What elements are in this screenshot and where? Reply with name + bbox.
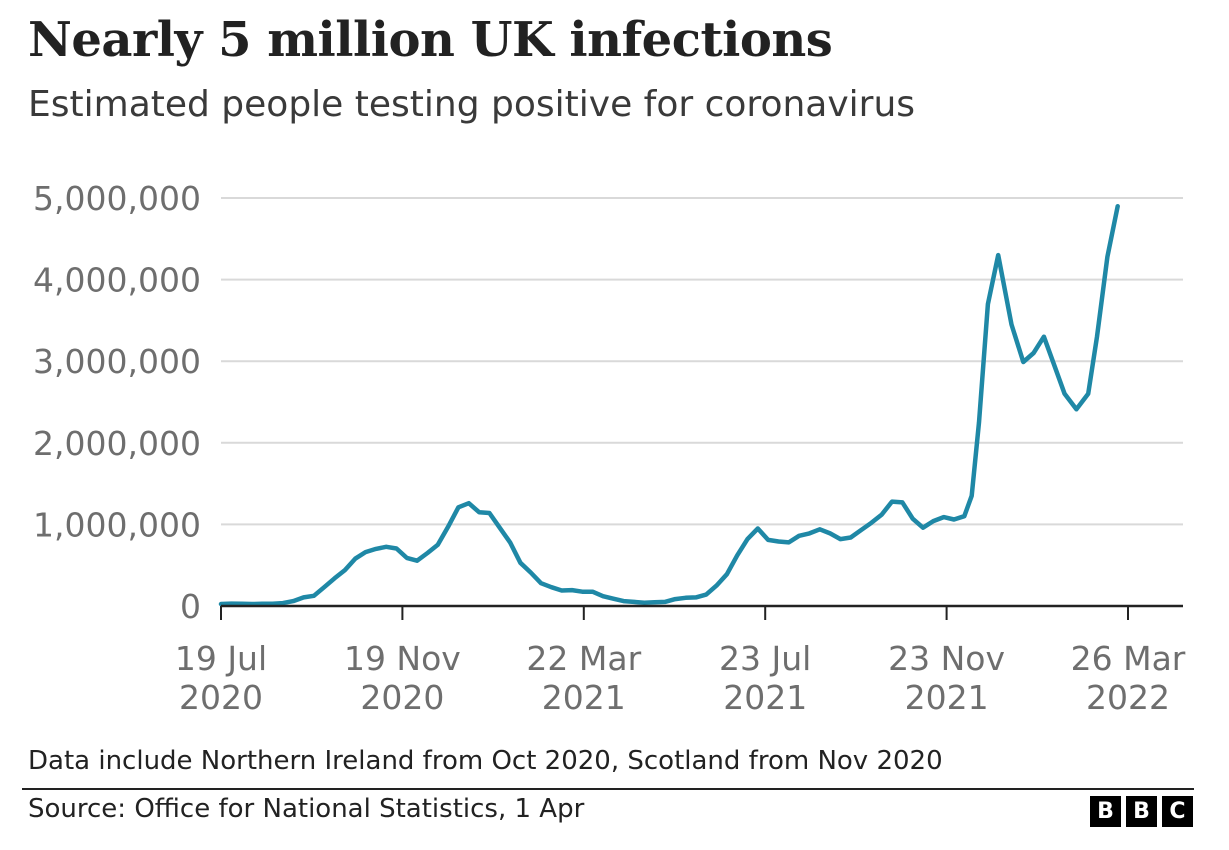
line-chart: 0 1,000,000 2,000,000 3,000,000 4,000,000 5,0…	[33, 179, 1186, 717]
data-note: Data include Northern Ireland from Oct 2…	[28, 746, 943, 776]
y-tick-label: 3,000,000	[33, 342, 201, 381]
chart-subtitle: Estimated people testing positive for co…	[28, 84, 916, 125]
y-tick-label: 5,000,000	[33, 179, 201, 218]
footer-divider	[22, 788, 1194, 790]
x-tick-label-year: 2021	[905, 678, 989, 717]
series-line-infections	[218, 203, 1120, 607]
x-tick-label: 23 Jul	[719, 639, 811, 678]
y-tick-label: 4,000,000	[33, 261, 201, 300]
x-tick-label: 19 Jul	[175, 639, 267, 678]
x-tick-label-year: 2022	[1086, 678, 1170, 717]
x-tick-label-year: 2020	[179, 678, 263, 717]
gridlines	[221, 197, 1183, 526]
x-tick-label-year: 2021	[723, 678, 807, 717]
x-tick-label-year: 2020	[360, 678, 444, 717]
y-tick-label: 1,000,000	[33, 505, 201, 544]
y-tick-label: 0	[180, 587, 201, 626]
bbc-logo-letter: B	[1090, 796, 1121, 827]
y-tick-label: 2,000,000	[33, 424, 201, 463]
bbc-logo-letter: B	[1126, 796, 1157, 827]
x-tick-label-year: 2021	[542, 678, 626, 717]
y-axis-ticks: 0 1,000,000 2,000,000 3,000,000 4,000,000 5,0…	[33, 179, 201, 626]
x-tick-label: 19 Nov	[344, 639, 461, 678]
source-credit: Source: Office for National Statistics, …	[28, 794, 585, 824]
x-tick-label: 26 Mar	[1071, 639, 1186, 678]
bbc-logo-letter: C	[1162, 796, 1193, 827]
chart-title: Nearly 5 million UK infections	[28, 12, 833, 68]
series-layer	[218, 203, 1120, 607]
bbc-logo: B B C	[1090, 796, 1193, 827]
x-tick-label: 22 Mar	[526, 639, 641, 678]
x-tick-label: 23 Nov	[888, 639, 1005, 678]
